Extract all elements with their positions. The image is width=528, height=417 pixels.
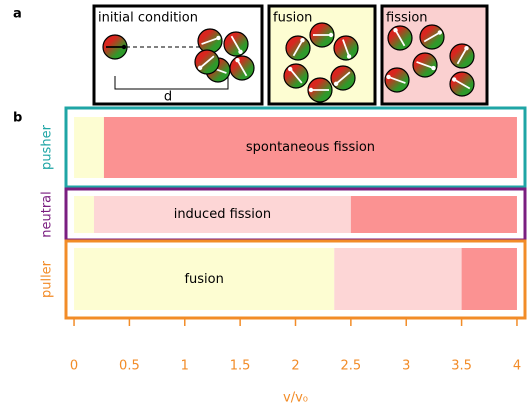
bar-segment — [74, 248, 335, 310]
swimmer-arrow — [230, 35, 242, 53]
swimmer-arrowhead — [431, 65, 436, 71]
swimmer-arrow — [201, 37, 219, 45]
row-label: puller — [40, 260, 55, 298]
swimmer-arrowhead — [452, 77, 457, 82]
swimmer-arrowhead — [437, 30, 442, 35]
swimmer-arrowhead — [386, 74, 391, 80]
x-tick-label: 0.5 — [119, 359, 140, 374]
bar-segment — [74, 196, 94, 233]
swimmer-arrow — [394, 29, 406, 47]
x-tick-label: 0 — [70, 359, 78, 374]
swimmer-arrowhead — [300, 38, 305, 43]
x-tick-label: 2 — [291, 359, 299, 374]
swimmer-arrow — [416, 61, 434, 69]
panel-label: a — [13, 7, 22, 22]
swimmer-arrowhead — [464, 46, 469, 51]
row-frame — [64, 239, 527, 320]
x-tick-label: 3.5 — [451, 359, 472, 374]
swimmer-arrow — [342, 39, 350, 57]
row-label: neutral — [40, 191, 55, 238]
swimmer-arrowhead — [346, 54, 352, 59]
swimmer-arrow — [423, 31, 441, 43]
swimmer-arrow — [236, 59, 248, 77]
bar-segment — [93, 196, 351, 233]
bar-segment — [74, 117, 104, 178]
bar-segment — [334, 248, 462, 310]
swimmer-arrowhead — [216, 35, 221, 41]
distance-label: d — [164, 90, 172, 105]
box-title: initial condition — [98, 11, 198, 26]
box-title: fusion — [273, 11, 312, 26]
x-axis-label: v/v₀ — [283, 391, 308, 406]
panel-label: b — [13, 111, 22, 126]
swimmer-arrow — [292, 39, 304, 57]
x-tick-label: 1 — [181, 359, 189, 374]
swimmer-arrowhead — [333, 81, 339, 86]
swimmer-arrowhead — [235, 58, 240, 63]
x-tick-label: 1.5 — [230, 359, 251, 374]
swimmer-arrow — [289, 68, 303, 84]
swimmer-arrowhead — [393, 28, 398, 33]
x-tick-label: 2.5 — [341, 359, 362, 374]
swimmer-arrowhead — [288, 66, 293, 72]
annotation: spontaneous fission — [246, 140, 375, 155]
swimmer-arrowhead — [238, 49, 243, 54]
swimmer-arrow — [388, 76, 406, 84]
swimmer-arrowhead — [328, 32, 334, 38]
row-frame — [64, 106, 527, 189]
x-tick-label: 3 — [402, 359, 410, 374]
x-tick-label: 4 — [513, 359, 521, 374]
annotation: fusion — [184, 272, 223, 287]
distance-bracket — [114, 76, 229, 90]
bar-segment — [350, 196, 517, 233]
row-label: pusher — [40, 124, 55, 170]
swimmer-arrow — [453, 78, 471, 90]
swimmer-arrow — [456, 47, 468, 65]
swimmer-arrow — [335, 71, 351, 85]
swimmer-arrowhead — [197, 65, 203, 70]
swimmer-arrowhead — [121, 44, 127, 50]
box-title: fission — [386, 11, 428, 26]
bar-segment — [461, 248, 517, 310]
bar-segment — [103, 117, 517, 178]
annotation: induced fission — [174, 207, 271, 222]
swimmer-arrowhead — [308, 87, 314, 93]
swimmer-arrow — [199, 55, 215, 69]
